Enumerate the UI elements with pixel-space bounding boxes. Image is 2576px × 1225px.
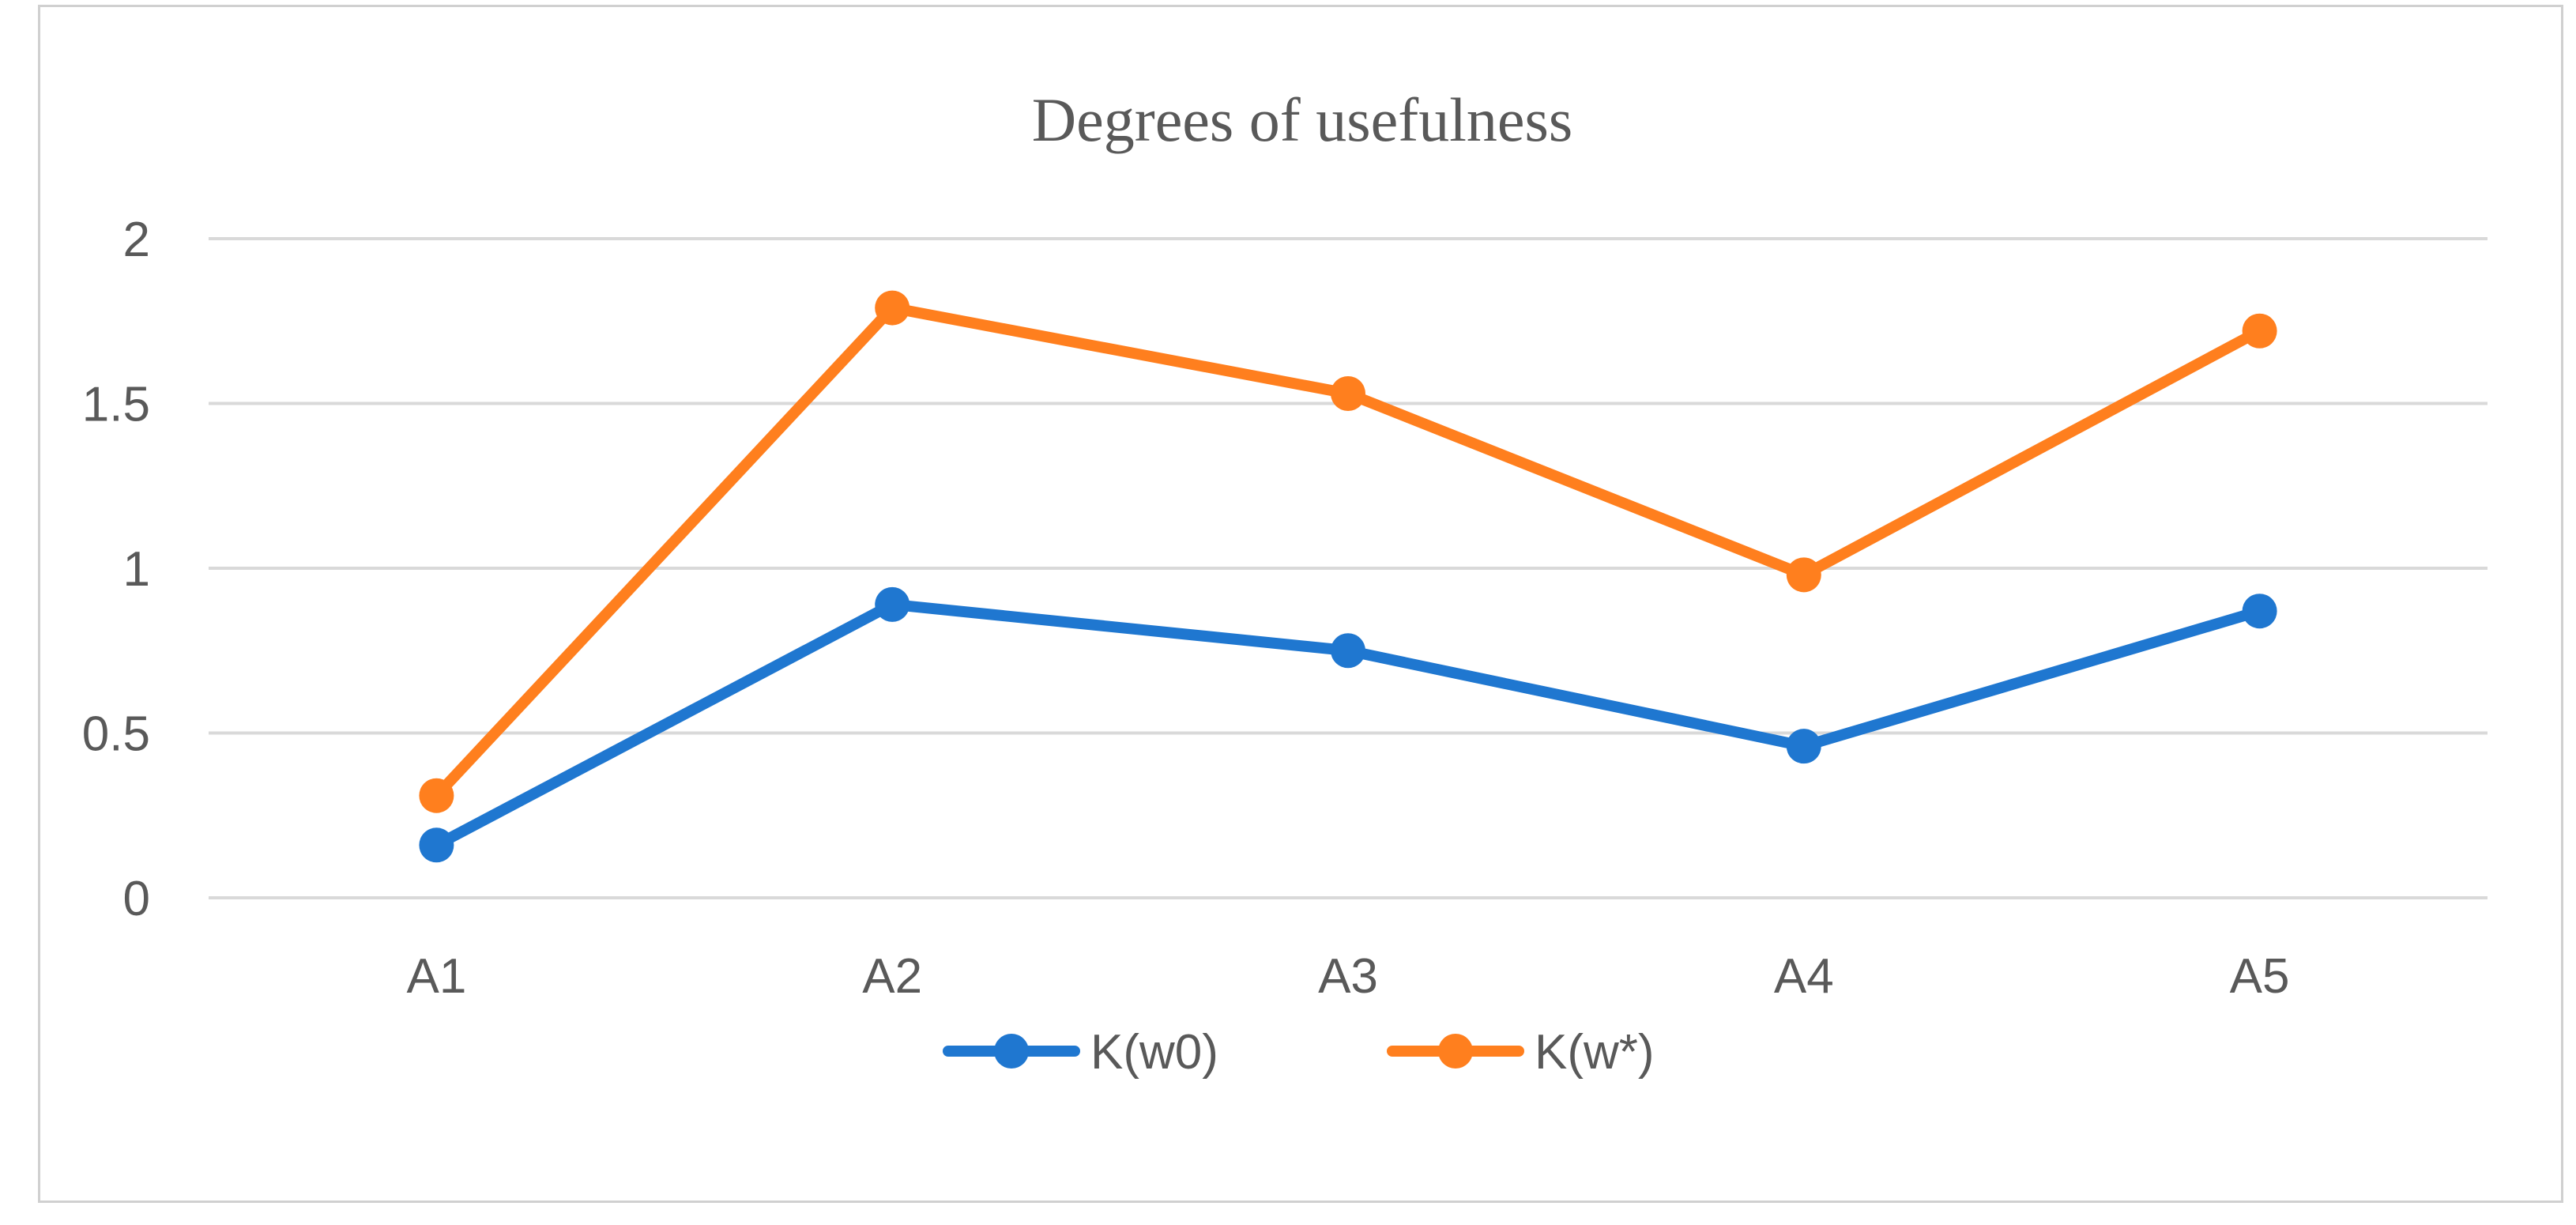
data-point	[1331, 633, 1365, 669]
series-0	[419, 586, 2277, 863]
series-lines	[419, 290, 2277, 863]
x-tick-label: A1	[406, 949, 466, 1004]
legend-marker	[994, 1034, 1029, 1069]
legend-label: K(w*)	[1535, 1025, 1655, 1080]
data-point	[875, 586, 910, 622]
legend: K(w0) K(w*)	[943, 1025, 1655, 1080]
y-tick-label: 1	[123, 542, 150, 597]
x-tick-label: A5	[2230, 949, 2290, 1004]
data-point	[1786, 557, 1821, 593]
x-tick-label: A4	[1774, 949, 1834, 1004]
y-tick-label: 2	[123, 213, 150, 267]
legend-marker	[1438, 1034, 1473, 1069]
x-axis-tick-labels: A1 A2 A3 A4 A5	[406, 949, 2289, 1004]
data-point	[419, 778, 454, 813]
gridlines	[209, 237, 2487, 899]
x-tick-label: A3	[1318, 949, 1378, 1004]
y-tick-label: 1.5	[82, 378, 150, 432]
x-tick-label: A2	[862, 949, 922, 1004]
legend-entry: K(w0)	[943, 1025, 1218, 1080]
data-point	[419, 827, 454, 863]
y-axis-tick-labels: 0 0.5 1 1.5 2	[82, 213, 150, 926]
legend-entry: K(w*)	[1387, 1025, 1655, 1080]
data-point	[2242, 594, 2277, 629]
data-point	[1786, 729, 1821, 764]
y-tick-label: 0	[123, 872, 150, 926]
data-point	[875, 290, 910, 326]
data-point	[2242, 313, 2277, 349]
y-tick-label: 0.5	[82, 707, 150, 762]
chart-title: Degrees of usefulness	[1032, 85, 1572, 154]
chart-frame	[38, 5, 2563, 1203]
data-point	[1331, 375, 1365, 411]
series-1	[419, 290, 2277, 813]
legend-label: K(w0)	[1090, 1025, 1218, 1080]
